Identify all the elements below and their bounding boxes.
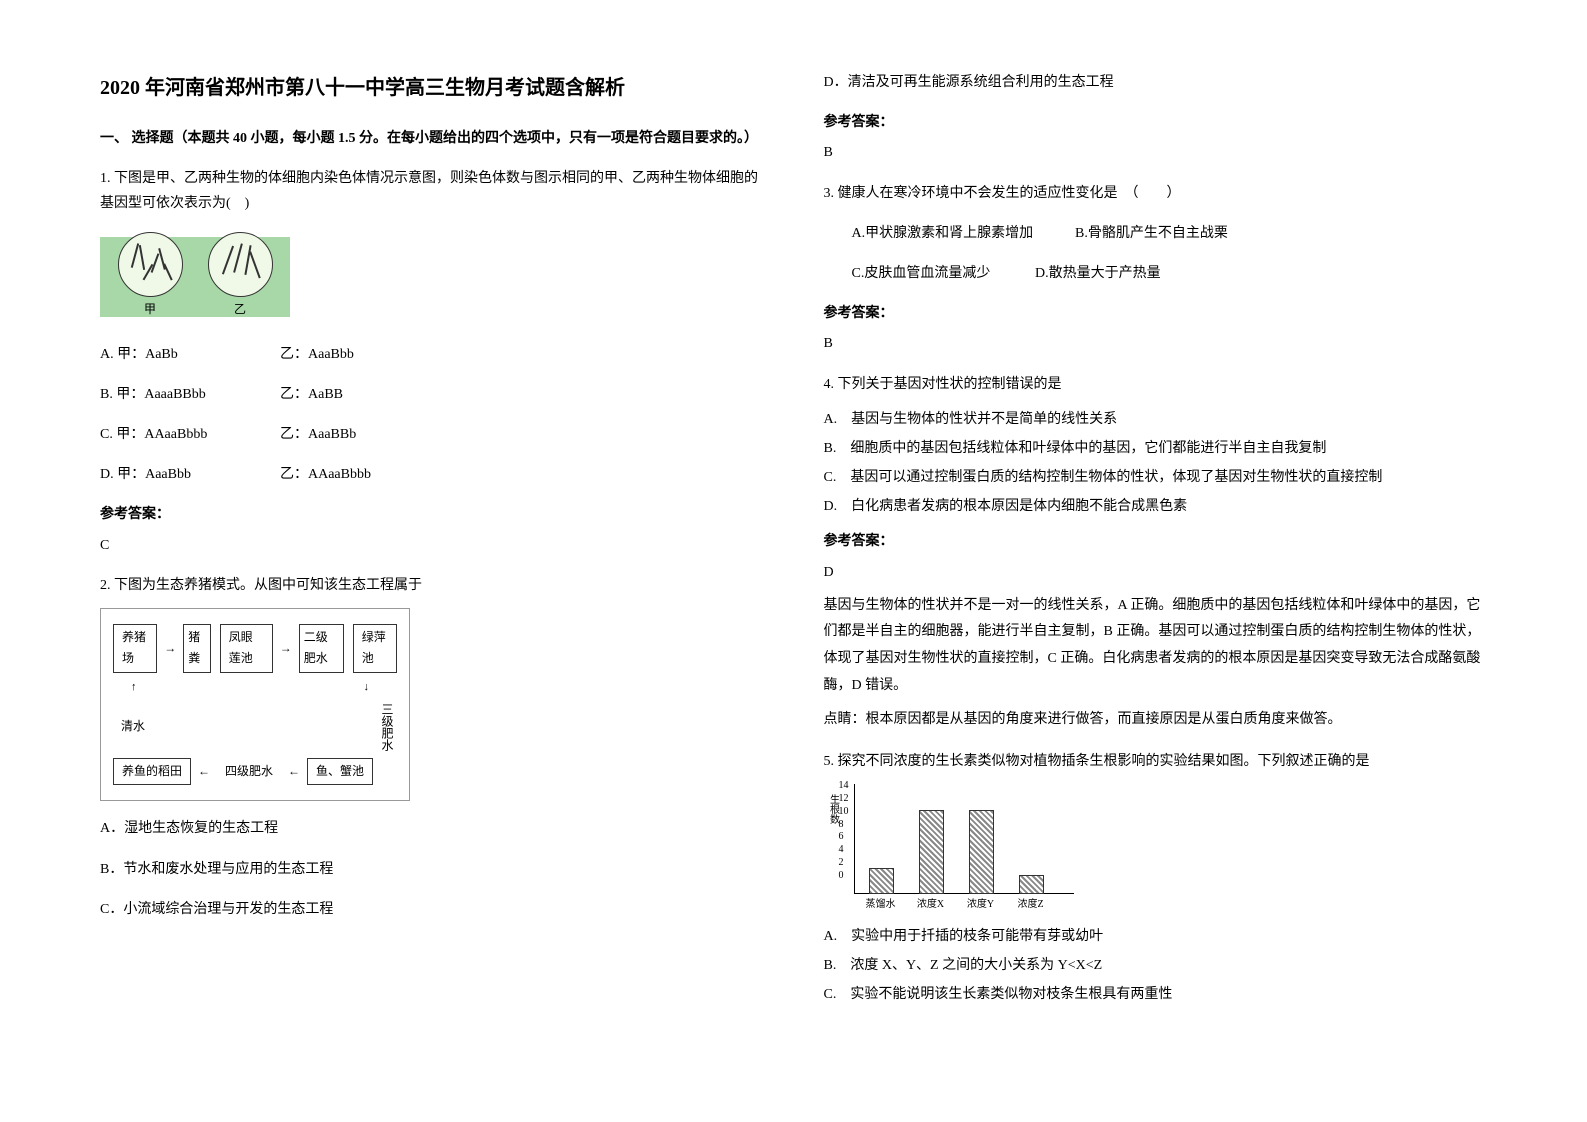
q1-opt-b-left: B. 甲：AaaaBBbb: [100, 382, 280, 407]
q1-text: 1. 下图是甲、乙两种生物的体细胞内染色体情况示意图，则染色体数与图示相同的甲、…: [100, 166, 764, 216]
q3-opt-c: C.皮肤血管血流量减少: [852, 261, 1032, 286]
bar-chart: 生根数 02468101214蒸馏水浓度X浓度Y浓度Z: [824, 784, 1074, 914]
bar: [919, 810, 944, 894]
q5-opt-c: C. 实验不能说明该生长素类似物对枝条生根具有两重性: [824, 982, 1488, 1007]
question-3: 3. 健康人在寒冷环境中不会发生的适应性变化是 （ ） A.甲状腺激素和肾上腺素…: [824, 181, 1488, 357]
q2-options: A．湿地生态恢复的生态工程 B．节水和废水处理与应用的生态工程 C．小流域综合治…: [100, 816, 764, 922]
q4-opt-c: C. 基因可以通过控制蛋白质的结构控制生物体的性状，体现了基因对生物性状的直接控…: [824, 465, 1488, 490]
q1-answer: C: [100, 533, 764, 558]
q4-text: 4. 下列关于基因对性状的控制错误的是: [824, 372, 1488, 397]
left-column: 2020 年河南省郑州市第八十一中学高三生物月考试题含解析 一、 选择题（本题共…: [100, 70, 764, 1052]
q3-opt-a: A.甲状腺激素和肾上腺素增加: [852, 221, 1072, 246]
flow-box: 猪粪: [183, 624, 211, 673]
arrow-icon: →: [280, 638, 292, 660]
q1-opt-d-right: 乙：AAaaBbbb: [280, 462, 371, 487]
q4-answer: D: [824, 560, 1488, 585]
q3-opt-d: D.散热量大于产热量: [1035, 266, 1161, 281]
cell-label-jia: 甲: [118, 299, 183, 321]
q1-option-a-row: A. 甲：AaBb 乙：AaaBbb: [100, 342, 764, 367]
cell-yi: [208, 232, 273, 297]
q1-option-b-row: B. 甲：AaaaBBbb 乙：AaBB: [100, 382, 764, 407]
q3-text: 3. 健康人在寒冷环境中不会发生的适应性变化是 （ ）: [824, 181, 1488, 206]
q1-option-c-row: C. 甲：AAaaBbbb 乙：AaaBBb: [100, 422, 764, 447]
flow-box: 凤眼莲池: [220, 624, 273, 673]
flow-box: 养鱼的稻田: [113, 758, 191, 786]
q1-opt-c-right: 乙：AaaBBb: [280, 422, 356, 447]
y-axis: [854, 784, 855, 894]
x-label: 浓度X: [917, 896, 944, 914]
chromosome-diagram: 甲 乙: [100, 237, 290, 317]
right-column: D．清洁及可再生能源系统组合利用的生态工程 参考答案： B 3. 健康人在寒冷环…: [824, 70, 1488, 1052]
question-4: 4. 下列关于基因对性状的控制错误的是 A. 基因与生物体的性状并不是简单的线性…: [824, 372, 1488, 734]
bar: [1019, 875, 1044, 894]
q4-opt-b: B. 细胞质中的基因包括线粒体和叶绿体中的基因，它们都能进行半自主自我复制: [824, 436, 1488, 461]
q2-opt-b: B．节水和废水处理与应用的生态工程: [100, 857, 764, 882]
q2-answer: B: [824, 140, 1488, 165]
q4-explanation1: 基因与生物体的性状并不是一对一的线性关系，A 正确。细胞质中的基因包括线粒体和叶…: [824, 593, 1488, 699]
page-title: 2020 年河南省郑州市第八十一中学高三生物月考试题含解析: [100, 70, 764, 106]
q4-opt-d: D. 白化病患者发病的根本原因是体内细胞不能合成黑色素: [824, 494, 1488, 519]
x-label: 浓度Z: [1017, 896, 1043, 914]
arrow-icon: ↑: [131, 678, 137, 698]
q4-answer-label: 参考答案：: [824, 529, 1488, 554]
q1-opt-a-left: A. 甲：AaBb: [100, 342, 280, 367]
flow-label: 清水: [113, 714, 153, 740]
q3-answer-label: 参考答案：: [824, 301, 1488, 326]
q2-opt-a: A．湿地生态恢复的生态工程: [100, 816, 764, 841]
q2-opt-c: C．小流域综合治理与开发的生态工程: [100, 897, 764, 922]
flow-box: 绿萍池: [353, 624, 397, 673]
q1-opt-a-right: 乙：AaaBbb: [280, 342, 354, 367]
cell-jia: [118, 232, 183, 297]
arrow-icon: ↓: [364, 678, 370, 698]
q1-answer-label: 参考答案：: [100, 502, 764, 527]
q5-opt-a: A. 实验中用于扦插的枝条可能带有芽或幼叶: [824, 924, 1488, 949]
bar: [969, 810, 994, 894]
arrow-icon: ←: [198, 761, 210, 783]
question-2: 2. 下图为生态养猪模式。从图中可知该生态工程属于 养猪场 → 猪粪 凤眼莲池 …: [100, 573, 764, 922]
question-5: 5. 探究不同浓度的生长素类似物对植物插条生根影响的实验结果如图。下列叙述正确的…: [824, 749, 1488, 1008]
q1-opt-c-left: C. 甲：AAaaBbbb: [100, 422, 280, 447]
arrow-icon: →: [164, 638, 176, 660]
question-1: 1. 下图是甲、乙两种生物的体细胞内染色体情况示意图，则染色体数与图示相同的甲、…: [100, 166, 764, 558]
q1-opt-b-right: 乙：AaBB: [280, 382, 343, 407]
q3-answer: B: [824, 331, 1488, 356]
x-label: 浓度Y: [967, 896, 994, 914]
q2-opt-d: D．清洁及可再生能源系统组合利用的生态工程: [824, 70, 1488, 95]
q5-opt-b: B. 浓度 X、Y、Z 之间的大小关系为 Y<X<Z: [824, 953, 1488, 978]
q2-text: 2. 下图为生态养猪模式。从图中可知该生态工程属于: [100, 573, 764, 598]
q4-opt-a: A. 基因与生物体的性状并不是简单的线性关系: [824, 407, 1488, 432]
flow-box: 二级肥水: [299, 624, 344, 673]
y-tick: 14: [839, 777, 849, 795]
q3-opt-b: B.骨骼肌产生不自主战栗: [1075, 226, 1228, 241]
q2-answer-label: 参考答案：: [824, 110, 1488, 135]
flow-box: 养猪场: [113, 624, 157, 673]
arrow-icon: ←: [288, 761, 300, 783]
q1-opt-d-left: D. 甲：AaaBbb: [100, 462, 280, 487]
q4-explanation2: 点睛：根本原因都是从基因的角度来进行做答，而直接原因是从蛋白质角度来做答。: [824, 707, 1488, 734]
bar: [869, 868, 894, 894]
q5-text: 5. 探究不同浓度的生长素类似物对植物插条生根影响的实验结果如图。下列叙述正确的…: [824, 749, 1488, 774]
q1-option-d-row: D. 甲：AaaBbb 乙：AAaaBbbb: [100, 462, 764, 487]
section-header: 一、 选择题（本题共 40 小题，每小题 1.5 分。在每小题给出的四个选项中，…: [100, 126, 764, 151]
flow-label: 四级肥水: [217, 759, 281, 785]
q4-options: A. 基因与生物体的性状并不是简单的线性关系 B. 细胞质中的基因包括线粒体和叶…: [824, 407, 1488, 520]
flow-box: 鱼、蟹池: [307, 758, 373, 786]
x-label: 蒸馏水: [866, 896, 896, 914]
cell-label-yi: 乙: [208, 299, 273, 321]
q5-options: A. 实验中用于扦插的枝条可能带有芽或幼叶 B. 浓度 X、Y、Z 之间的大小关…: [824, 924, 1488, 1008]
flow-label: 三级肥水: [375, 703, 397, 751]
ecology-flow-diagram: 养猪场 → 猪粪 凤眼莲池 → 二级肥水 绿萍池 ↑ ↓ 清水 三级肥水 养鱼的…: [100, 608, 410, 802]
